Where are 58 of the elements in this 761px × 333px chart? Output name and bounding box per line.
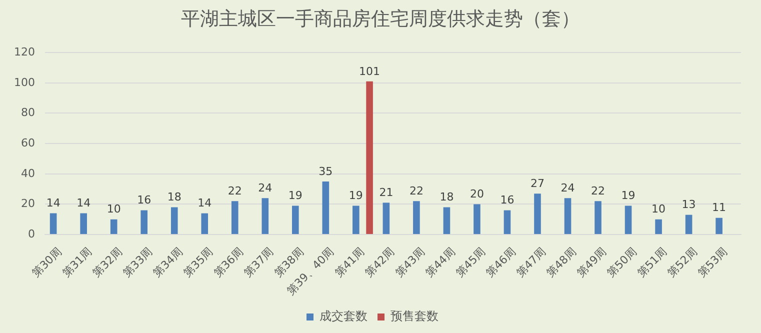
bar	[504, 210, 511, 234]
bar	[140, 210, 148, 234]
bar	[292, 206, 299, 234]
bar	[382, 202, 390, 234]
bar	[594, 201, 602, 234]
bar	[322, 181, 330, 234]
y-tick-label: 20	[20, 197, 35, 210]
data-label: 19	[621, 189, 636, 202]
bar	[564, 198, 572, 234]
data-label: 24	[258, 182, 272, 195]
bar	[716, 218, 722, 234]
data-label: 14	[46, 196, 60, 210]
y-tick-label: 60	[20, 136, 35, 150]
bar	[50, 213, 57, 234]
bar	[110, 219, 118, 234]
y-tick-label: 0	[28, 227, 35, 240]
data-label: 14	[76, 196, 91, 210]
data-label: 18	[167, 190, 182, 204]
chart-title: 平湖主城区一手商品房住宅周度供求走势（套）	[180, 8, 581, 32]
data-label: 20	[470, 188, 484, 201]
data-label: 22	[591, 184, 606, 198]
y-tick-label: 40	[20, 166, 35, 180]
bar	[366, 81, 373, 234]
data-label: 14	[198, 196, 212, 210]
data-label: 21	[379, 186, 394, 200]
bar	[443, 207, 450, 234]
y-tick-label: 100	[14, 76, 35, 89]
y-tick-label: 80	[20, 106, 35, 120]
data-label: 27	[530, 176, 544, 190]
data-label: 22	[228, 184, 242, 198]
data-label: 16	[500, 194, 514, 207]
legend-label: 预售套数	[390, 309, 438, 324]
bar	[534, 194, 541, 234]
data-label: 22	[409, 184, 424, 198]
bar	[474, 204, 480, 234]
data-label: 16	[137, 194, 152, 207]
data-label: 19	[288, 189, 302, 202]
data-label: 19	[348, 189, 363, 202]
data-label: 101	[359, 64, 380, 78]
data-label: 35	[318, 164, 333, 178]
bar	[624, 206, 632, 234]
legend-label: 成交套数	[320, 309, 368, 324]
bar	[262, 198, 269, 234]
data-label: 11	[712, 201, 726, 214]
data-label: 10	[106, 202, 121, 216]
bar	[352, 206, 360, 234]
bar	[655, 219, 662, 234]
data-label: 10	[652, 202, 666, 216]
data-label: 13	[682, 198, 696, 212]
bar	[413, 201, 420, 234]
bar	[231, 201, 238, 234]
bar	[170, 207, 178, 234]
bar	[80, 213, 87, 234]
y-tick-label: 120	[14, 45, 35, 58]
data-label: 24	[560, 182, 575, 195]
bar	[201, 213, 208, 234]
data-label: 18	[440, 190, 454, 204]
bar	[685, 214, 692, 234]
